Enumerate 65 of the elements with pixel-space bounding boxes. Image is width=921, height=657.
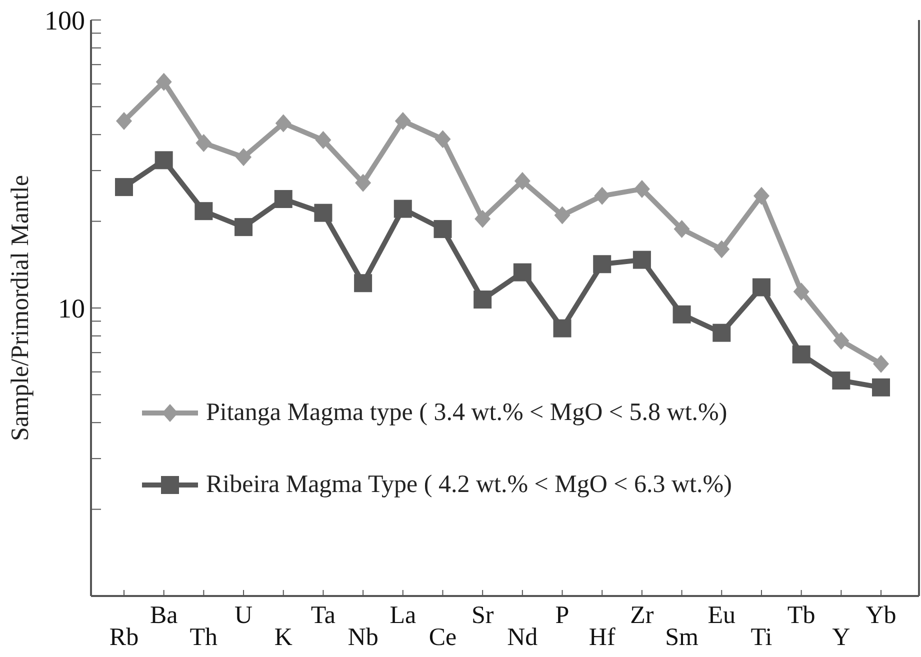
y-axis-title: Sample/Primordial Mantle (6, 175, 34, 441)
point (832, 372, 850, 390)
x-tick-label: P (555, 602, 570, 629)
x-tick-label: K (274, 624, 292, 651)
point (116, 112, 132, 130)
point (474, 210, 491, 228)
point (594, 186, 610, 205)
x-tick-label: Ba (150, 602, 178, 629)
point (154, 151, 173, 170)
x-tick-label: Eu (708, 602, 736, 629)
point (274, 190, 292, 208)
point (194, 202, 213, 220)
point (712, 324, 731, 342)
x-tick-label: Y (832, 624, 850, 651)
point (314, 204, 332, 222)
point (434, 220, 452, 238)
x-tick-label: Hf (588, 624, 616, 651)
y-tick-label: 10 (58, 294, 85, 324)
point (196, 134, 212, 152)
x-tick-label: U (234, 602, 253, 629)
point (714, 240, 730, 258)
point (275, 114, 292, 132)
y-tick-label: 100 (44, 6, 85, 36)
point (355, 174, 372, 192)
x-tick-label: Sr (471, 602, 494, 629)
point (354, 274, 372, 292)
legend-label: Ribeira Magma Type ( 4.2 wt.% < MgO < 6.3 wt.%) (206, 471, 732, 499)
point (632, 250, 651, 269)
point (793, 282, 810, 301)
point (672, 305, 691, 324)
x-tick-label: Th (190, 624, 218, 651)
x-tick-label: Yb (866, 602, 896, 629)
x-tick-label: Ti (750, 624, 772, 651)
x-tick-label: Sm (665, 624, 700, 651)
x-tick-label: Nb (348, 624, 378, 651)
x-tick-label: Zr (630, 602, 654, 629)
legend-label: Pitanga Magma type ( 3.4 wt.% < MgO < 5.8 wt.%) (206, 399, 728, 427)
x-tick-label: Rb (109, 624, 139, 651)
x-tick-label: La (390, 602, 416, 629)
point (513, 263, 532, 282)
point (553, 319, 572, 338)
point (394, 112, 411, 130)
point (434, 130, 451, 148)
point (236, 148, 252, 166)
point (872, 378, 890, 396)
point (752, 278, 770, 296)
x-tick-label: Ta (310, 602, 336, 629)
point (753, 186, 770, 205)
point (394, 200, 412, 218)
point (634, 180, 650, 198)
x-tick-label: Tb (787, 602, 816, 629)
point (115, 178, 133, 196)
point (315, 131, 332, 150)
point (593, 255, 612, 274)
point (674, 220, 690, 238)
point (474, 290, 492, 309)
point (514, 172, 530, 190)
point (873, 354, 889, 373)
point (833, 332, 850, 350)
x-tick-label: Ce (428, 624, 457, 651)
point (554, 206, 570, 224)
point (792, 345, 810, 364)
point (156, 72, 172, 91)
point (234, 218, 253, 236)
x-tick-label: Nd (507, 624, 538, 651)
